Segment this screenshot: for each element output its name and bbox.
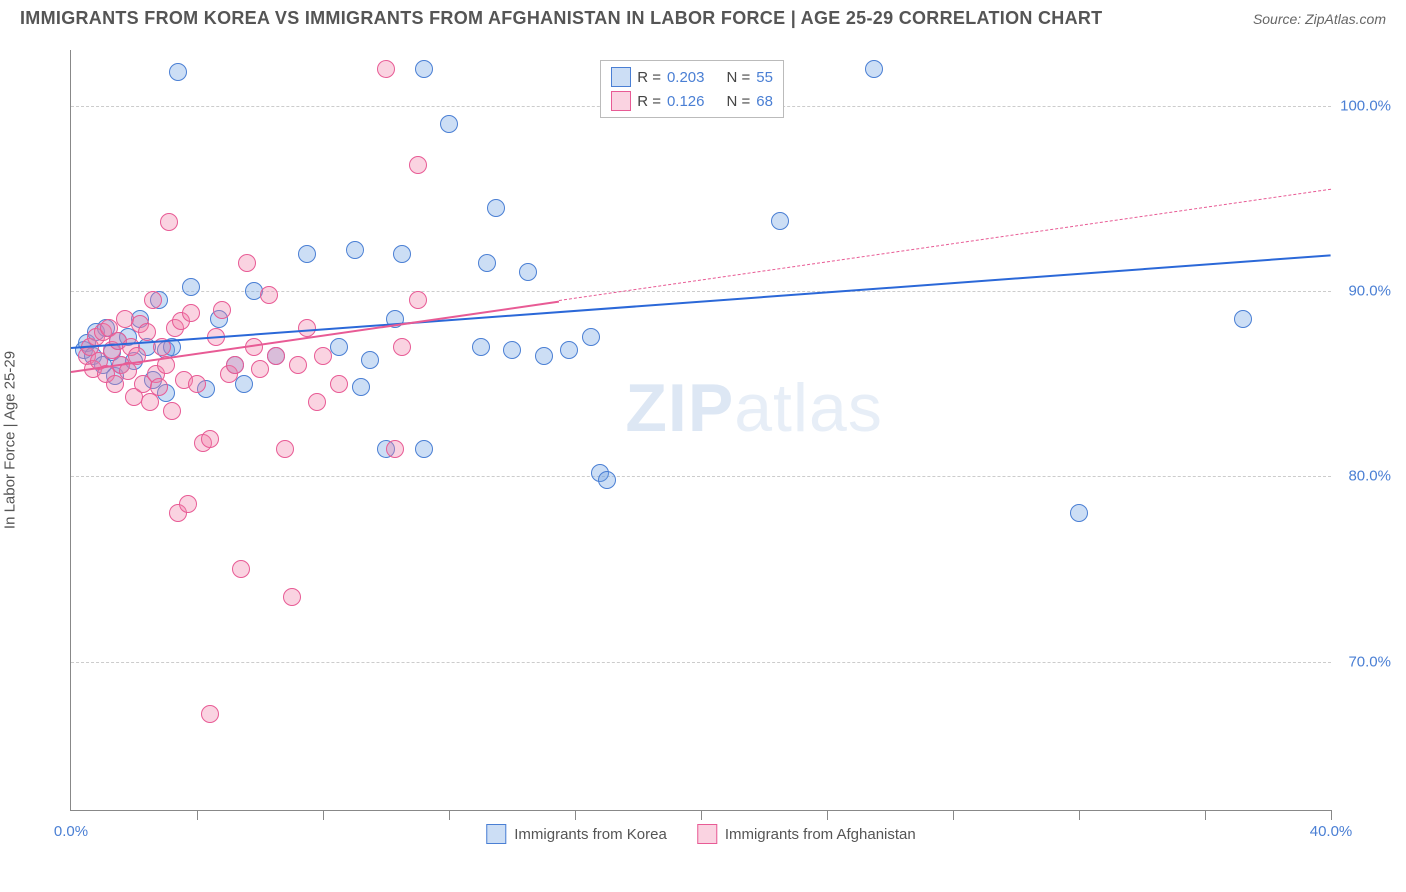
data-point (560, 341, 578, 359)
data-point (330, 375, 348, 393)
x-tick-label: 40.0% (1310, 823, 1353, 840)
data-point (415, 440, 433, 458)
data-point (582, 328, 600, 346)
x-tick (1331, 810, 1332, 820)
x-tick (827, 810, 828, 820)
x-tick (575, 810, 576, 820)
y-tick-label: 100.0% (1336, 97, 1391, 114)
data-point (487, 199, 505, 217)
data-point (213, 301, 231, 319)
r-value: 0.203 (667, 69, 705, 86)
data-point (440, 115, 458, 133)
r-label: R = (637, 69, 661, 86)
stats-legend: R = 0.203 N = 55 R = 0.126 N = 68 (600, 60, 784, 118)
data-point (276, 440, 294, 458)
data-point (267, 347, 285, 365)
y-tick-label: 80.0% (1336, 468, 1391, 485)
x-tick (323, 810, 324, 820)
legend-stat-row: R = 0.126 N = 68 (611, 89, 773, 113)
data-point (771, 212, 789, 230)
data-point (226, 356, 244, 374)
data-point (409, 291, 427, 309)
data-point (598, 471, 616, 489)
data-point (232, 560, 250, 578)
data-point (346, 241, 364, 259)
data-point (393, 338, 411, 356)
data-point (1234, 310, 1252, 328)
data-point (160, 213, 178, 231)
data-point (150, 378, 168, 396)
r-label: R = (637, 93, 661, 110)
data-point (472, 338, 490, 356)
data-point (188, 375, 206, 393)
chart-container: In Labor Force | Age 25-29 ZIPatlas R =0… (20, 40, 1390, 840)
data-point (235, 375, 253, 393)
x-tick (1205, 810, 1206, 820)
n-label: N = (727, 93, 751, 110)
data-point (865, 60, 883, 78)
y-tick-label: 90.0% (1336, 282, 1391, 299)
r-value: 0.126 (667, 93, 705, 110)
trend-line (71, 254, 1331, 349)
data-point (169, 63, 187, 81)
data-point (201, 705, 219, 723)
data-point (393, 245, 411, 263)
data-point (144, 291, 162, 309)
data-point (409, 156, 427, 174)
data-point (377, 60, 395, 78)
data-point (352, 378, 370, 396)
data-point (503, 341, 521, 359)
series-legend: Immigrants from Korea Immigrants from Afg… (486, 824, 915, 844)
watermark: ZIPatlas (625, 369, 882, 447)
data-point (535, 347, 553, 365)
x-tick (449, 810, 450, 820)
data-point (182, 278, 200, 296)
x-tick (197, 810, 198, 820)
data-point (298, 245, 316, 263)
legend-stat-row: R = 0.203 N = 55 (611, 65, 773, 89)
data-point (519, 263, 537, 281)
legend-swatch (486, 824, 506, 844)
n-label: N = (727, 69, 751, 86)
y-tick-label: 70.0% (1336, 653, 1391, 670)
data-point (138, 323, 156, 341)
data-point (298, 319, 316, 337)
x-tick (1079, 810, 1080, 820)
chart-title: IMMIGRANTS FROM KOREA VS IMMIGRANTS FROM… (20, 8, 1102, 29)
data-point (314, 347, 332, 365)
data-point (163, 402, 181, 420)
gridline-h (71, 662, 1331, 663)
data-point (386, 440, 404, 458)
legend-swatch (697, 824, 717, 844)
data-point (238, 254, 256, 272)
plot-area: ZIPatlas R =0.203N =55R =0.126N =68 Immi… (70, 50, 1331, 811)
legend-label: Immigrants from Afghanistan (725, 826, 916, 843)
n-value: 68 (756, 93, 773, 110)
legend-swatch (611, 91, 631, 111)
legend-label: Immigrants from Korea (514, 826, 667, 843)
data-point (260, 286, 278, 304)
data-point (179, 495, 197, 513)
data-point (201, 430, 219, 448)
data-point (182, 304, 200, 322)
data-point (289, 356, 307, 374)
data-point (251, 360, 269, 378)
data-point (415, 60, 433, 78)
x-tick-label: 0.0% (54, 823, 88, 840)
data-point (361, 351, 379, 369)
gridline-h (71, 476, 1331, 477)
data-point (1070, 504, 1088, 522)
data-point (330, 338, 348, 356)
y-axis-label: In Labor Force | Age 25-29 (2, 351, 19, 529)
legend-item: Immigrants from Korea (486, 824, 667, 844)
x-tick (953, 810, 954, 820)
n-value: 55 (756, 69, 773, 86)
data-point (478, 254, 496, 272)
data-point (283, 588, 301, 606)
data-point (308, 393, 326, 411)
source-label: Source: ZipAtlas.com (1253, 11, 1386, 27)
legend-item: Immigrants from Afghanistan (697, 824, 916, 844)
legend-swatch (611, 67, 631, 87)
x-tick (701, 810, 702, 820)
